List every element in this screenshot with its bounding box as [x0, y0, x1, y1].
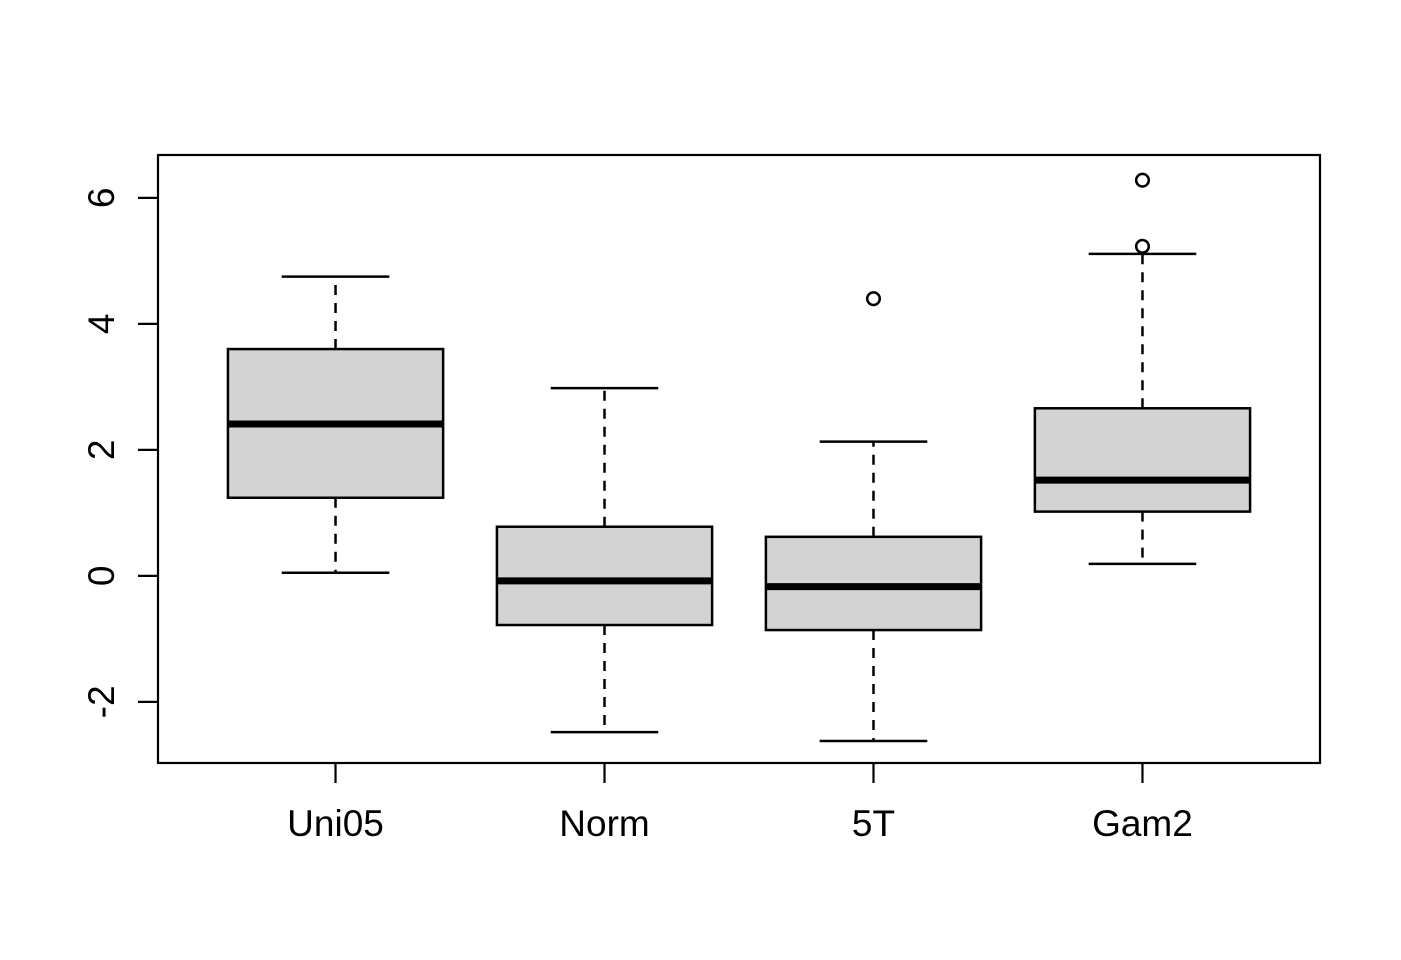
plot-frame: [156, 153, 1322, 765]
iqr-box: [1033, 407, 1252, 513]
y-tick-label: 4: [81, 314, 122, 335]
y-tick-label: 0: [81, 566, 122, 587]
box-group-5T: [764, 291, 983, 743]
outlier-point: [1134, 238, 1151, 254]
outlier-point: [865, 291, 882, 307]
x-tick-label-Norm: Norm: [559, 803, 649, 844]
x-tick-label-5T: 5T: [852, 803, 895, 844]
outlier-point: [1134, 172, 1151, 188]
y-tick-label: -2: [81, 685, 122, 718]
iqr-box: [495, 525, 714, 627]
box-group-Norm: [495, 386, 714, 734]
box-group-Uni05: [226, 275, 445, 574]
y-tick-label: 2: [81, 440, 122, 461]
x-tick-label-Uni05: Uni05: [287, 803, 384, 844]
y-tick-label: 6: [81, 188, 122, 209]
box-group-Gam2: [1033, 172, 1252, 566]
x-tick-label-Gam2: Gam2: [1092, 803, 1193, 844]
